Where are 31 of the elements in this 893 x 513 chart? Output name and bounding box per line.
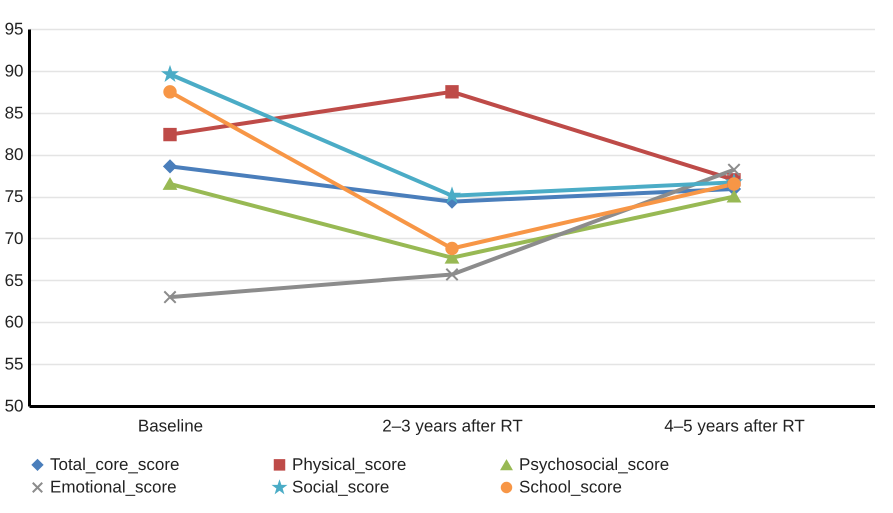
y-tick-label: 65 bbox=[4, 270, 24, 290]
point bbox=[727, 190, 741, 202]
legend-label: Social_score bbox=[292, 478, 390, 496]
point bbox=[445, 85, 459, 99]
y-tick-label: 60 bbox=[4, 312, 24, 332]
point bbox=[163, 178, 177, 190]
y-tick-label: 80 bbox=[4, 145, 24, 164]
x-tick-label: 4–5 years after RT bbox=[664, 416, 805, 436]
point bbox=[163, 290, 177, 304]
y-tick-label: 70 bbox=[4, 228, 24, 248]
y-tick-label: 55 bbox=[4, 354, 24, 374]
x-tick-label: 2–3 years after RT bbox=[382, 416, 523, 436]
point bbox=[445, 242, 459, 256]
y-tick-label: 90 bbox=[4, 61, 24, 80]
x-tick-label: Baseline bbox=[138, 416, 204, 436]
legend-label: Physical_score bbox=[292, 454, 406, 474]
y-tick-label: 95 bbox=[4, 20, 24, 38]
point bbox=[727, 163, 741, 176]
point bbox=[163, 85, 177, 99]
point bbox=[163, 160, 177, 174]
point bbox=[445, 188, 459, 202]
legend-label: Emotional_score bbox=[50, 478, 177, 496]
y-tick-label: 85 bbox=[4, 103, 24, 122]
y-tick-label: 75 bbox=[4, 187, 24, 206]
point bbox=[163, 66, 177, 80]
legend-label: School_score bbox=[519, 478, 622, 496]
legend-label: Total_core_score bbox=[50, 454, 180, 474]
legend-label: Psychosocial_score bbox=[519, 455, 670, 474]
y-tick-label: 50 bbox=[4, 396, 24, 416]
point bbox=[445, 268, 459, 282]
point bbox=[163, 128, 177, 142]
